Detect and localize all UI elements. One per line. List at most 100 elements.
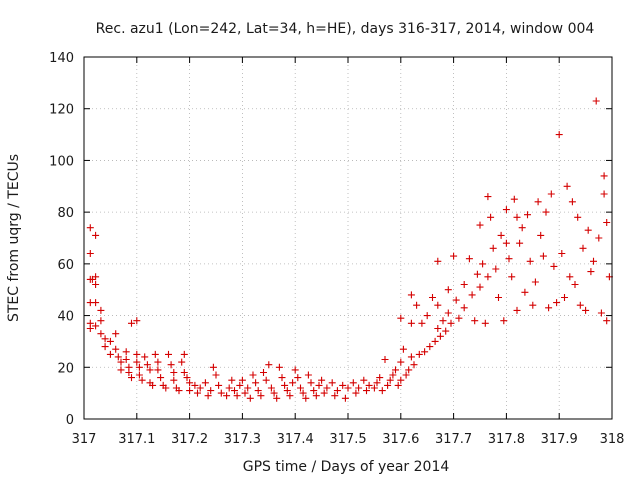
- data-point: [92, 299, 100, 307]
- data-point: [531, 278, 539, 286]
- y-axis-label: STEC from uqrg / TECUs: [6, 154, 22, 322]
- data-point: [378, 387, 386, 395]
- data-point: [133, 350, 141, 358]
- data-point: [170, 369, 178, 376]
- data-point: [141, 353, 149, 361]
- data-point: [600, 172, 608, 180]
- data-point: [323, 384, 331, 392]
- data-point: [423, 312, 431, 320]
- x-tick-label: 317.7: [435, 432, 472, 447]
- data-point: [162, 384, 170, 392]
- y-tick-label: 0: [66, 413, 74, 428]
- data-point: [273, 394, 281, 402]
- data-point: [550, 262, 558, 270]
- data-point: [489, 244, 497, 252]
- data-point: [360, 376, 368, 384]
- data-point: [502, 239, 510, 247]
- data-point: [231, 387, 238, 395]
- data-point: [407, 353, 415, 361]
- data-point: [413, 301, 421, 309]
- data-point: [547, 190, 555, 198]
- data-point: [468, 291, 476, 299]
- data-point: [135, 363, 143, 371]
- data-point: [399, 345, 407, 353]
- data-point: [196, 384, 204, 392]
- data-point: [397, 314, 405, 322]
- data-point: [415, 350, 423, 358]
- data-point: [421, 348, 429, 356]
- data-point: [228, 376, 236, 384]
- data-point: [476, 221, 484, 229]
- data-point: [571, 281, 579, 288]
- data-point: [106, 350, 114, 358]
- data-point: [215, 381, 223, 389]
- data-point: [370, 384, 378, 392]
- data-point: [217, 389, 225, 397]
- x-tick-label: 317.3: [224, 432, 261, 447]
- data-point: [86, 325, 94, 332]
- data-point: [341, 394, 349, 402]
- y-tick-label: 140: [49, 51, 74, 66]
- data-point: [97, 317, 105, 325]
- data-point: [590, 257, 597, 265]
- x-tick-label: 317.8: [488, 432, 525, 447]
- data-point: [128, 319, 135, 327]
- data-point: [521, 288, 529, 296]
- y-tick-label: 60: [57, 258, 74, 273]
- data-point: [418, 319, 426, 327]
- data-point: [363, 387, 370, 395]
- data-point: [154, 358, 162, 366]
- data-point: [175, 387, 183, 395]
- data-point: [183, 374, 191, 382]
- data-point: [450, 252, 458, 260]
- data-point: [495, 294, 502, 301]
- data-point: [600, 190, 608, 198]
- data-point: [289, 379, 297, 387]
- data-point: [122, 348, 130, 356]
- data-point: [566, 273, 574, 281]
- data-point: [135, 371, 143, 379]
- data-point: [186, 379, 194, 387]
- data-point: [238, 376, 246, 384]
- data-point: [452, 296, 460, 304]
- data-point: [349, 379, 357, 387]
- data-point: [484, 193, 492, 201]
- grid: [84, 57, 612, 419]
- data-point: [149, 381, 157, 389]
- data-point: [473, 270, 481, 278]
- data-point: [254, 387, 262, 395]
- y-tick-label: 100: [49, 154, 74, 169]
- data-point: [328, 379, 336, 387]
- data-point: [331, 392, 339, 400]
- data-point: [246, 394, 254, 402]
- data-point: [455, 314, 463, 322]
- data-point: [568, 198, 576, 206]
- data-point: [304, 371, 312, 379]
- data-point: [497, 231, 505, 239]
- data-point: [270, 389, 278, 397]
- data-point: [500, 317, 508, 325]
- x-tick-label: 317.4: [277, 432, 314, 447]
- data-point: [291, 366, 299, 374]
- data-point: [278, 374, 286, 382]
- data-point: [376, 374, 384, 382]
- data-point: [180, 350, 188, 358]
- data-point: [402, 371, 410, 379]
- y-tick-label: 80: [57, 206, 74, 221]
- data-point: [133, 358, 141, 366]
- data-point: [310, 387, 318, 395]
- data-point: [92, 273, 100, 281]
- data-point: [513, 213, 521, 221]
- data-point: [151, 350, 159, 358]
- data-point: [117, 358, 125, 366]
- data-point: [241, 389, 249, 397]
- data-point: [392, 366, 399, 374]
- data-point: [386, 376, 394, 384]
- data-point: [97, 330, 105, 338]
- data-point: [471, 317, 479, 325]
- data-point: [262, 376, 270, 384]
- data-point: [92, 231, 100, 239]
- data-point: [574, 213, 582, 221]
- data-point: [405, 366, 413, 374]
- data-point: [204, 392, 212, 400]
